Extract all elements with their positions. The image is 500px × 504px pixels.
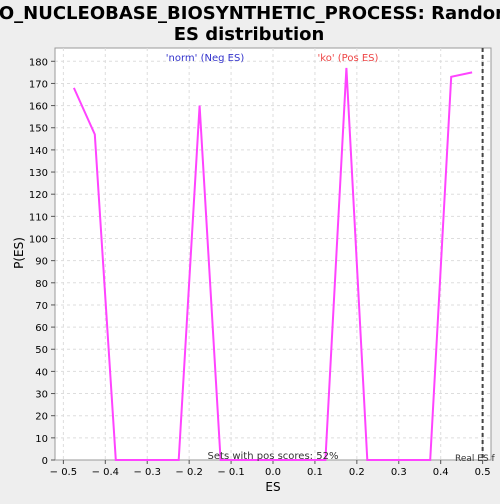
y-tick-label: 20: [35, 412, 48, 423]
y-tick-label: 40: [35, 367, 48, 378]
y-axis-label: P(ES): [12, 237, 26, 269]
y-tick-label: 60: [35, 323, 48, 334]
y-tick-label: 160: [29, 102, 48, 113]
y-tick-label: 140: [29, 146, 48, 157]
y-tick-label: 130: [29, 168, 48, 179]
x-tick-label: − 0.1: [217, 467, 244, 478]
x-tick-label: 0.2: [349, 467, 365, 478]
chart-title-line1: GO_NUCLEOBASE_BIOSYNTHETIC_PROCESS: Rand…: [0, 3, 500, 24]
y-tick-label: 120: [29, 190, 48, 201]
x-tick-label: − 0.4: [92, 467, 119, 478]
x-tick-label: 0.3: [391, 467, 407, 478]
neg-es-label: 'norm' (Neg ES): [166, 53, 245, 64]
y-tick-label: 100: [29, 234, 48, 245]
x-tick-label: 0.4: [433, 467, 449, 478]
y-tick-label: 150: [29, 124, 48, 135]
y-tick-label: 110: [29, 212, 48, 223]
x-tick-label: 0.1: [307, 467, 323, 478]
y-tick-label: 70: [35, 301, 48, 312]
x-tick-label: − 0.2: [175, 467, 202, 478]
x-tick-label: 0.5: [475, 467, 491, 478]
y-tick-label: 170: [29, 79, 48, 90]
x-tick-label: 0.0: [265, 467, 281, 478]
chart-title-line2: ES distribution: [174, 24, 325, 45]
y-tick-label: 0: [42, 456, 48, 467]
y-tick-label: 10: [35, 434, 48, 445]
sets-pos-scores-label: Sets with pos scores: 52%: [208, 451, 339, 462]
x-tick-label: − 0.3: [133, 467, 160, 478]
y-tick-label: 30: [35, 390, 48, 401]
y-tick-label: 80: [35, 279, 48, 290]
x-axis-label: ES: [265, 480, 280, 494]
y-tick-label: 90: [35, 257, 48, 268]
y-tick-label: 50: [35, 345, 48, 356]
es-distribution-line: [72, 67, 473, 461]
pos-es-label: 'ko' (Pos ES): [318, 53, 379, 64]
real-es-label: Real ES f: [455, 454, 496, 464]
x-tick-label: − 0.5: [50, 467, 77, 478]
y-tick-label: 180: [29, 57, 48, 68]
